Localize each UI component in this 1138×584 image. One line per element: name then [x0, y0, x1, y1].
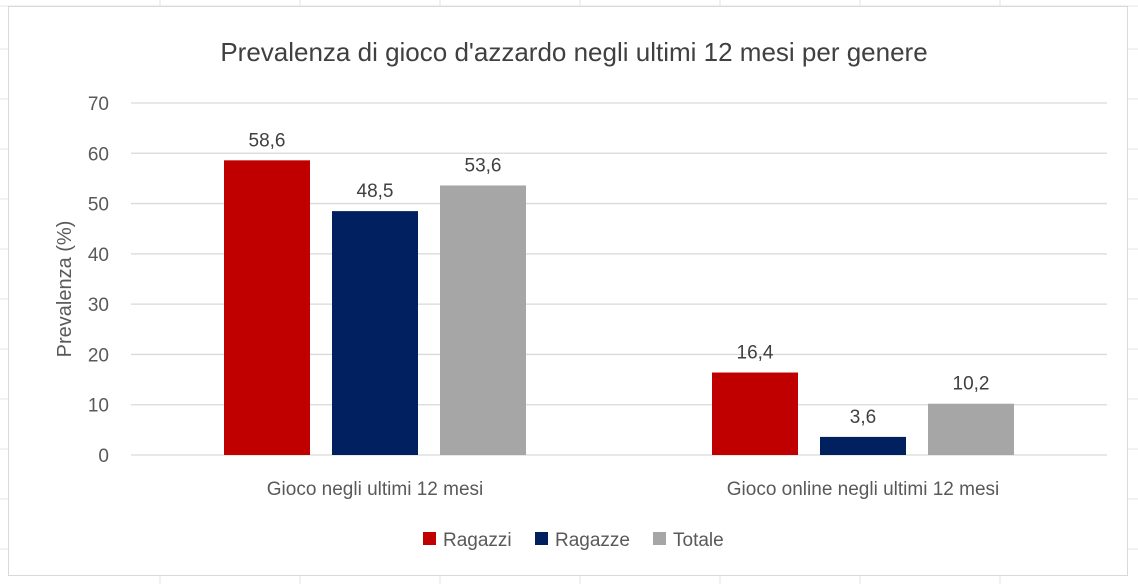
y-tick-label: 0	[98, 446, 109, 467]
data-label: 16,4	[737, 343, 774, 364]
legend-swatch	[653, 532, 666, 545]
bar	[440, 185, 526, 455]
bar	[820, 436, 906, 455]
data-label: 48,5	[357, 181, 394, 202]
legend-label: Ragazzi	[443, 530, 512, 551]
data-label: 3,6	[850, 407, 876, 428]
bar-chart: Prevalenza di gioco d'azzardo negli ulti…	[54, 37, 1107, 551]
y-tick-label: 30	[88, 295, 109, 316]
bar	[224, 160, 310, 455]
y-tick-label: 10	[88, 396, 109, 417]
legend: Ragazzi Ragazze Totale	[423, 530, 724, 551]
x-tick-label: Gioco online negli ultimi 12 mesi	[727, 479, 999, 500]
chart-area[interactable]: Prevalenza di gioco d'azzardo negli ulti…	[8, 6, 1128, 576]
data-label: 53,6	[465, 155, 502, 176]
x-axis-ticks: Gioco negli ultimi 12 mesi Gioco online n…	[267, 479, 999, 500]
legend-label: Totale	[673, 530, 724, 551]
bar	[712, 372, 798, 455]
y-tick-label: 70	[88, 94, 109, 115]
y-tick-label: 50	[88, 195, 109, 216]
bar	[928, 403, 1014, 455]
data-label: 10,2	[953, 374, 990, 395]
bars	[224, 160, 1014, 455]
y-tick-label: 20	[88, 345, 109, 366]
x-tick-label: Gioco negli ultimi 12 mesi	[267, 479, 483, 500]
chart-title: Prevalenza di gioco d'azzardo negli ulti…	[220, 37, 927, 67]
y-tick-label: 40	[88, 245, 109, 266]
legend-swatch	[423, 532, 436, 545]
y-axis-ticks: 0 10 20 30 40 50 60 70	[88, 94, 109, 467]
y-tick-label: 60	[88, 144, 109, 165]
legend-label: Ragazze	[555, 530, 630, 551]
data-labels: 58,6 48,5 53,6 16,4 3,6 10,2	[249, 130, 990, 428]
data-label: 58,6	[249, 130, 286, 151]
y-axis-label: Prevalenza (%)	[54, 221, 76, 358]
legend-swatch	[535, 532, 548, 545]
bar	[332, 211, 418, 455]
